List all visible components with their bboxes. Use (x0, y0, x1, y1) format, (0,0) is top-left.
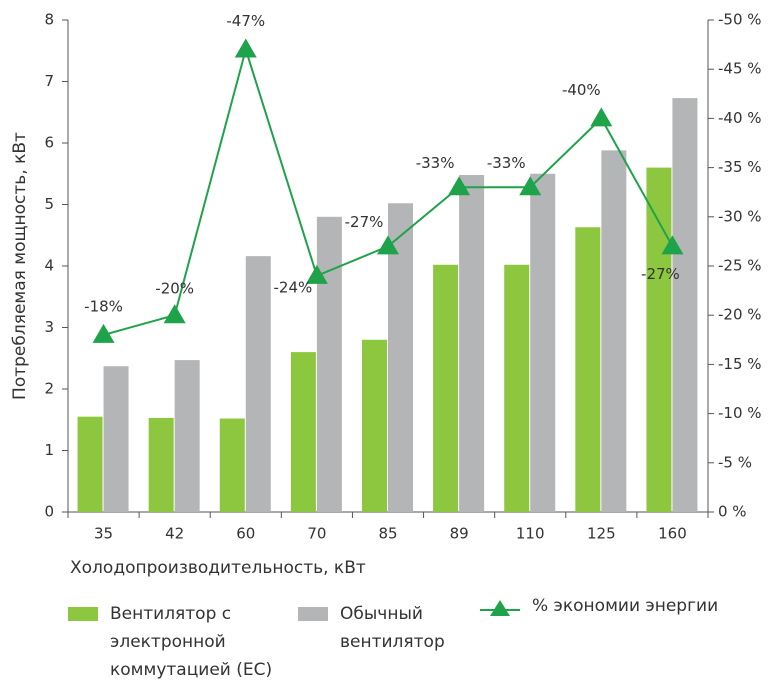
bar (245, 256, 271, 512)
bar (290, 352, 316, 512)
bar (459, 174, 485, 513)
x-tick-label: 89 (450, 525, 469, 543)
legend-swatch (480, 600, 520, 616)
y2-tick-label: 0 % (718, 503, 747, 521)
marker (519, 176, 542, 196)
legend-label: % экономии энергии (532, 596, 719, 616)
data-label: -40% (562, 81, 601, 99)
bar (103, 366, 129, 512)
y2-tick-label: -50 % (718, 11, 762, 29)
y2-tick-label: -35 % (718, 158, 762, 176)
data-label: -24% (274, 278, 313, 296)
x-tick-label: 60 (236, 525, 255, 543)
y-tick-label: 0 (44, 503, 54, 521)
y2-tick-label: -30 % (718, 207, 762, 225)
bar (504, 264, 530, 512)
bar (174, 360, 200, 512)
y-tick-label: 8 (44, 11, 54, 29)
y2-tick-label: -10 % (718, 404, 762, 422)
legend-swatch (68, 607, 98, 621)
y-tick-label: 6 (44, 134, 54, 152)
bar (433, 264, 459, 512)
marker (448, 176, 471, 196)
legend-label: Обычный вентилятор (340, 604, 445, 652)
y-tick-label: 7 (44, 72, 54, 90)
bar (77, 416, 103, 512)
legend-item: Обычный вентилятор (298, 600, 490, 656)
y-tick-label: 4 (44, 257, 54, 275)
data-label: -27% (641, 265, 680, 283)
data-label: -18% (84, 297, 123, 315)
y-tick-label: 2 (44, 380, 54, 398)
y-axis-title: Потребляемая мощность, кВт (10, 132, 30, 400)
bar (316, 216, 342, 513)
bar (601, 150, 627, 512)
data-label: -27% (345, 213, 384, 231)
data-label: -33% (487, 154, 526, 172)
x-tick-label: 125 (587, 525, 616, 543)
y-tick-label: 5 (44, 195, 54, 213)
bar (388, 203, 413, 512)
data-label: -47% (226, 12, 265, 30)
bar (575, 227, 601, 512)
legend-label: Вентилятор с электронной коммутацией (EC… (110, 604, 273, 680)
y2-tick-label: -45 % (718, 60, 762, 78)
marker (92, 323, 115, 343)
bar (148, 417, 174, 512)
x-tick-label: 160 (658, 525, 687, 543)
legend: Вентилятор с электронной коммутацией (EC… (0, 592, 776, 680)
data-label: -33% (416, 154, 455, 172)
bar (672, 98, 698, 512)
bar (646, 167, 672, 512)
bar (530, 173, 556, 512)
marker (163, 304, 186, 324)
marker (377, 235, 399, 255)
x-tick-label: 85 (378, 525, 397, 543)
y2-tick-label: -25 % (718, 257, 762, 275)
x-tick-label: 35 (94, 525, 113, 543)
bar (362, 339, 387, 512)
y2-tick-label: -40 % (718, 109, 762, 127)
marker (590, 107, 613, 127)
marker (234, 38, 257, 58)
x-tick-label: 42 (165, 525, 184, 543)
marker (305, 264, 328, 284)
x-tick-label: 110 (516, 525, 545, 543)
legend-item: Вентилятор с электронной коммутацией (EC… (68, 600, 280, 684)
legend-item: % экономии энергии (480, 592, 776, 620)
y-tick-label: 3 (44, 318, 54, 336)
x-axis-title: Холодопроизводительность, кВт (70, 558, 366, 578)
legend-swatch (298, 607, 328, 621)
chart: Холодопроизводительность, кВт Потребляем… (10, 11, 762, 579)
y2-tick-label: -20 % (718, 306, 762, 324)
x-tick-label: 70 (307, 525, 326, 543)
bar (219, 418, 245, 512)
y2-tick-label: -5 % (718, 453, 752, 471)
marker (661, 235, 684, 255)
y2-tick-label: -15 % (718, 355, 762, 373)
data-label: -20% (155, 280, 194, 298)
y-tick-label: 1 (44, 441, 54, 459)
